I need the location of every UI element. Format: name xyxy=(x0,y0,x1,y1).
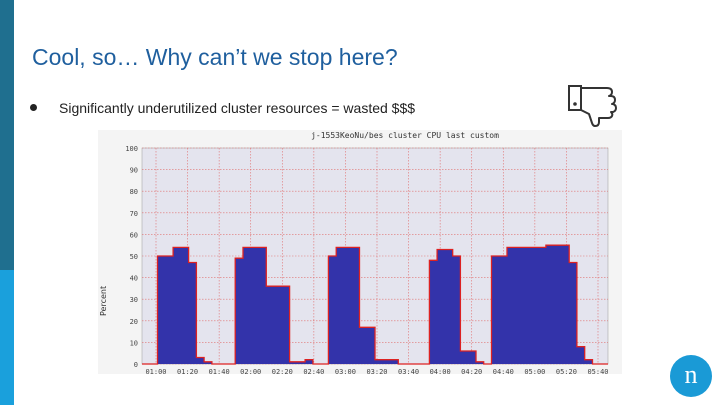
thumbs-down-icon xyxy=(565,78,621,128)
y-tick-label: 70 xyxy=(130,210,138,218)
y-tick-label: 40 xyxy=(130,275,138,283)
x-tick-label: 03:40 xyxy=(398,368,419,374)
cpu-line xyxy=(142,244,608,365)
accent-bar-top xyxy=(0,0,14,270)
y-tick-label: 80 xyxy=(130,188,138,196)
y-tick-label: 50 xyxy=(130,253,138,261)
x-tick-label: 04:20 xyxy=(461,368,482,374)
y-tick-label: 60 xyxy=(130,231,138,239)
y-tick-label: 0 xyxy=(134,361,138,369)
company-logo: n xyxy=(670,355,712,397)
x-tick-label: 01:00 xyxy=(145,368,166,374)
cpu-chart: 0 10 20 30 40 50 60 70 80 90 100 01:00 01:20 01:40 02:… xyxy=(98,130,622,376)
y-tick-label: 20 xyxy=(130,318,138,326)
y-tick-label: 30 xyxy=(130,296,138,304)
y-axis-label: Percent xyxy=(99,286,108,316)
bullet-dot xyxy=(30,103,37,111)
x-tick-label: 03:20 xyxy=(366,368,387,374)
x-tick-label: 05:40 xyxy=(587,368,608,374)
x-tick-label: 01:20 xyxy=(177,368,198,374)
bullet-text: Significantly underutilized cluster reso… xyxy=(59,100,416,116)
chart-title: j-1553KeoNu/bes cluster CPU last custom xyxy=(311,131,499,140)
y-tick-label: 10 xyxy=(130,339,138,347)
x-tick-label: 05:20 xyxy=(556,368,577,374)
accent-bar xyxy=(0,0,14,405)
cpu-chart-svg: 0 10 20 30 40 50 60 70 80 90 100 01:00 01:20 01:40 02:… xyxy=(98,130,622,376)
x-tick-label: 02:20 xyxy=(272,368,293,374)
x-tick-label: 04:40 xyxy=(493,368,514,374)
y-tick-label: 90 xyxy=(130,167,138,175)
accent-bar-bottom xyxy=(0,270,14,405)
y-tick-label: 100 xyxy=(125,145,138,153)
x-tick-label: 02:00 xyxy=(240,368,261,374)
x-tick-label: 04:00 xyxy=(430,368,451,374)
x-tick-label: 03:00 xyxy=(335,368,356,374)
x-tick-label: 05:00 xyxy=(524,368,545,374)
x-tick-label: 02:40 xyxy=(303,368,324,374)
bullet-item: Significantly underutilized cluster reso… xyxy=(30,100,415,116)
slide-title: Cool, so… Why can’t we stop here? xyxy=(32,44,398,70)
x-tick-label: 01:40 xyxy=(209,368,230,374)
